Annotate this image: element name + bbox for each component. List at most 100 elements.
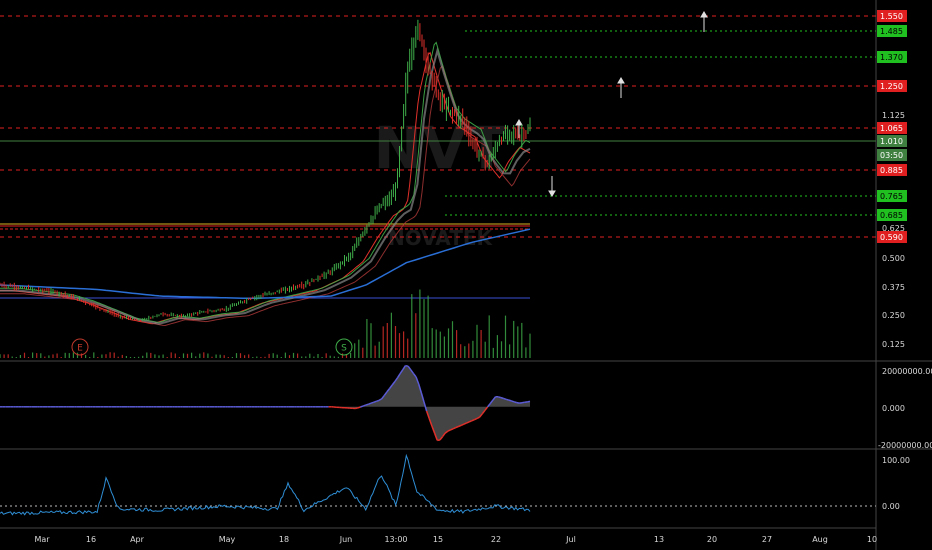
volume-bar	[23, 352, 26, 358]
time-label-15: 15	[433, 535, 443, 544]
price-tag-bg	[877, 209, 907, 221]
time-label-16: 16	[86, 535, 96, 544]
rsi-line[interactable]	[0, 453, 531, 516]
price-tag-label: 0.885	[880, 166, 903, 175]
earnings-marker[interactable]: E	[71, 338, 89, 356]
time-axis[interactable]: Mar 16 Apr May 18 Jun 13:00 15 22 Jul 13…	[34, 535, 877, 544]
volume-bar	[32, 352, 34, 358]
macd-histogram-area[interactable]	[0, 365, 530, 441]
down-arrow-1[interactable]	[548, 176, 556, 197]
volume-bar	[374, 345, 376, 358]
macd-panel[interactable]	[0, 364, 531, 442]
volume-bar	[219, 354, 221, 358]
volume-bar	[244, 355, 246, 358]
volume-bar	[301, 356, 303, 358]
volume-bar	[138, 356, 140, 358]
volume-bar	[423, 299, 425, 358]
price-tag-bg	[877, 190, 907, 202]
price-tag-2[interactable]: 1.370	[877, 51, 907, 63]
volume-bar	[504, 315, 507, 358]
macd-tick-bottom: -20000000.000	[878, 441, 932, 450]
macd-line-segment	[360, 405, 364, 408]
macd-line-segment	[479, 413, 483, 418]
price-tag-9[interactable]: 0.685	[877, 209, 907, 221]
ma-ribbon-1[interactable]	[0, 41, 531, 323]
price-tag-7[interactable]: 0.885	[877, 164, 907, 176]
price-tick-0125: 0.125	[882, 340, 905, 349]
price-tick-1125: 1.125	[882, 111, 905, 120]
split-marker[interactable]: S	[335, 338, 353, 356]
volume-bar	[333, 356, 335, 358]
volume-bar	[447, 328, 450, 358]
price-tag-8[interactable]: 0.765	[877, 190, 907, 202]
macd-line-segment	[428, 418, 433, 427]
price-tag-label: 1.010	[880, 137, 903, 146]
volume-bar	[476, 324, 478, 358]
price-tag-bg	[877, 51, 907, 63]
up-arrow-3[interactable]	[515, 119, 523, 138]
macd-line-segment	[466, 421, 470, 424]
volume-bar	[211, 356, 213, 358]
price-axis-ticks[interactable]: 1.125 0.625 0.500 0.375 0.250 0.125	[882, 111, 905, 349]
volume-bar	[386, 323, 388, 358]
volume-bar	[354, 343, 356, 358]
time-label-27: 27	[762, 535, 772, 544]
volume-bar	[133, 357, 136, 358]
price-tag-bg	[877, 231, 907, 243]
macd-line-segment	[433, 432, 439, 441]
split-marker-letter: S	[341, 344, 347, 354]
volume-bar	[337, 356, 339, 358]
macd-line-segment	[368, 402, 372, 405]
macd-line-segment	[373, 400, 377, 404]
up-arrow-2[interactable]	[617, 77, 625, 98]
volume-bars	[0, 289, 531, 358]
up-arrow-1[interactable]	[700, 11, 708, 32]
price-tag-10[interactable]: 0.590	[877, 231, 907, 243]
price-tag-label: 03:50	[880, 151, 903, 160]
volume-bar	[529, 333, 531, 358]
volume-bar	[398, 333, 401, 358]
price-tag-3[interactable]: 1.250	[877, 80, 907, 92]
price-tag-1[interactable]: 1.485	[877, 25, 907, 37]
volume-bar	[186, 353, 189, 358]
volume-bar	[27, 357, 30, 358]
rsi-axis-ticks[interactable]: 100.00 0.00	[882, 456, 910, 511]
ma-blue-line[interactable]	[0, 228, 531, 300]
price-tag-6[interactable]: 03:50	[877, 149, 907, 161]
macd-line-segment	[481, 409, 486, 415]
volume-bar	[203, 352, 205, 358]
volume-bar	[362, 347, 364, 358]
volume-bar	[170, 352, 172, 358]
price-tag-bg	[877, 164, 907, 176]
volume-bar	[146, 352, 148, 358]
ma-grey[interactable]	[0, 47, 531, 325]
volume-bar	[80, 353, 83, 358]
volume-bar	[415, 313, 417, 358]
volume-bar	[268, 353, 270, 358]
volume-bar	[370, 323, 372, 358]
price-tag-5[interactable]: 1.010	[877, 135, 907, 147]
rsi-tick-zero: 0.00	[882, 502, 900, 511]
macd-line-segment	[394, 377, 399, 382]
price-tag-0[interactable]: 1.550	[877, 10, 907, 22]
rsi-panel[interactable]	[0, 453, 876, 516]
volume-bar	[525, 347, 527, 358]
price-tag-bg	[877, 135, 907, 147]
volume-bar	[464, 346, 466, 358]
volume-bar	[509, 344, 511, 358]
volume-bar	[435, 329, 437, 358]
macd-line-segment	[376, 399, 380, 403]
volume-bar	[0, 354, 1, 358]
volume-bar	[305, 356, 307, 358]
price-axis-tags[interactable]: 1.550 1.485 1.370 1.250 1.065 1.010 03:50 0.885…	[877, 10, 907, 243]
price-series	[0, 19, 531, 322]
price-tag-4[interactable]: 1.065	[877, 122, 907, 134]
volume-bar	[264, 356, 266, 358]
macd-line-segment	[399, 369, 404, 375]
macd-line-segment	[471, 419, 475, 422]
macd-line-segment	[444, 430, 449, 434]
macd-line-segment	[489, 399, 494, 404]
macd-line-segment	[407, 365, 412, 371]
macd-axis-ticks[interactable]: 20000000.000 0.000 -20000000.000	[878, 367, 932, 450]
